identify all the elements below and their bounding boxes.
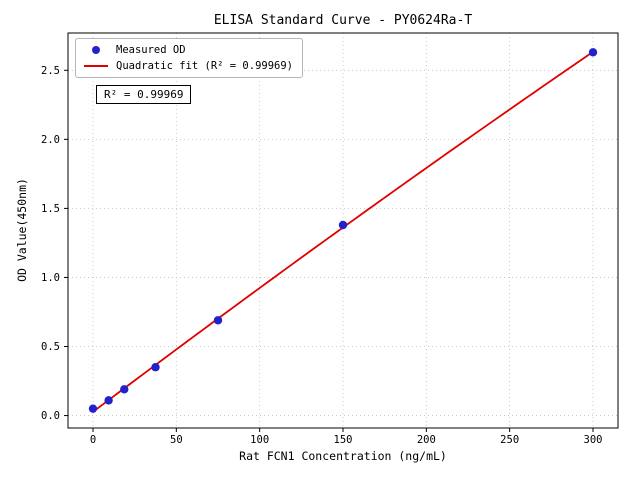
y-tick-label: 0.0 xyxy=(41,410,60,422)
quadratic-fit-line-icon xyxy=(84,65,108,67)
legend-marker-cell xyxy=(83,65,109,67)
y-tick-label: 2.0 xyxy=(41,134,60,146)
x-tick-label: 250 xyxy=(500,434,519,446)
y-tick-label: 1.5 xyxy=(41,203,60,215)
y-axis-label: OD Value(450nm) xyxy=(15,178,29,282)
y-tick-label: 2.5 xyxy=(41,65,60,77)
x-tick-label: 150 xyxy=(334,434,353,446)
data-point xyxy=(213,316,223,325)
legend: Measured OD Quadratic fit (R² = 0.99969) xyxy=(75,38,304,78)
data-point xyxy=(151,363,160,372)
measured-od-dot-icon xyxy=(92,46,100,54)
data-point xyxy=(120,385,129,394)
x-tick-label: 0 xyxy=(90,434,96,446)
data-point xyxy=(104,396,113,405)
x-tick-label: 200 xyxy=(417,434,436,446)
data-point xyxy=(338,220,348,230)
y-tick-label: 1.0 xyxy=(41,272,60,284)
x-axis-label: Rat FCN1 Concentration (ng/mL) xyxy=(239,449,447,463)
legend-label-measured-od: Measured OD xyxy=(116,44,186,56)
legend-marker-cell xyxy=(83,46,109,54)
x-tick-label: 100 xyxy=(250,434,269,446)
legend-item-quadratic-fit: Quadratic fit (R² = 0.99969) xyxy=(83,60,293,72)
legend-item-measured-od: Measured OD xyxy=(83,44,293,56)
legend-label-quadratic-fit: Quadratic fit (R² = 0.99969) xyxy=(116,60,294,72)
x-tick-label: 300 xyxy=(584,434,603,446)
data-point xyxy=(88,404,98,413)
r-squared-annotation: R² = 0.99969 xyxy=(96,85,192,104)
x-tick-label: 50 xyxy=(170,434,183,446)
y-tick-label: 0.5 xyxy=(41,341,60,353)
data-point xyxy=(588,48,598,57)
chart-title: ELISA Standard Curve - PY0624Ra-T xyxy=(213,13,473,28)
